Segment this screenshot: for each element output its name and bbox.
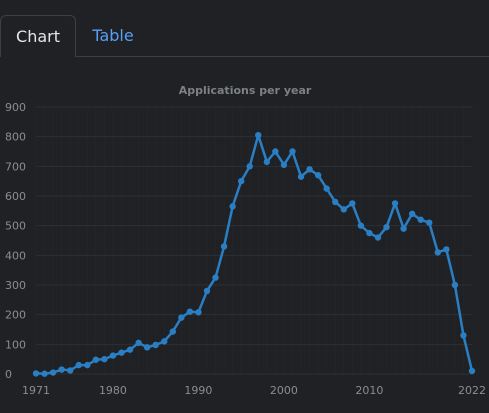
chart-panel: Applications per year 0 100 200 300 400 500 60…: [0, 57, 489, 409]
tab-table[interactable]: Table: [80, 15, 146, 57]
data-point-2022[interactable]: [469, 368, 475, 374]
data-point-1993[interactable]: [221, 243, 227, 249]
y-tick-label: 900: [5, 101, 26, 114]
data-point-2018[interactable]: [435, 249, 441, 255]
y-tick-label: 800: [5, 131, 26, 144]
y-tick-label: 200: [5, 309, 26, 322]
data-point-1985[interactable]: [152, 342, 158, 348]
series-applications: [33, 132, 475, 377]
x-tick-label: 1990: [184, 384, 212, 397]
data-point-2007[interactable]: [341, 206, 347, 212]
data-point-1979[interactable]: [101, 356, 107, 362]
data-point-2002[interactable]: [298, 174, 304, 180]
data-point-1994[interactable]: [229, 203, 235, 209]
data-point-1996[interactable]: [247, 163, 253, 169]
x-tick-label: 2000: [270, 384, 298, 397]
data-point-1984[interactable]: [144, 344, 150, 350]
data-point-1974[interactable]: [58, 366, 64, 372]
line-chart: Applications per year 0 100 200 300 400 500 60…: [0, 57, 489, 409]
tab-bar: Chart Table: [0, 0, 489, 57]
data-point-2011[interactable]: [375, 234, 381, 240]
data-point-1987[interactable]: [170, 328, 176, 334]
data-point-2019[interactable]: [443, 246, 449, 252]
data-point-1976[interactable]: [76, 362, 82, 368]
y-tick-label: 0: [5, 368, 12, 381]
x-tick-label: 1971: [22, 384, 50, 397]
x-tick-label: 2022: [458, 384, 486, 397]
data-point-1992[interactable]: [212, 274, 218, 280]
data-point-1972[interactable]: [41, 371, 47, 377]
data-point-1991[interactable]: [204, 288, 210, 294]
y-tick-label: 400: [5, 249, 26, 262]
data-point-2008[interactable]: [349, 200, 355, 206]
data-point-2006[interactable]: [332, 199, 338, 205]
y-tick-label: 600: [5, 190, 26, 203]
data-point-1971[interactable]: [33, 370, 39, 376]
data-point-2021[interactable]: [460, 332, 466, 338]
data-point-1998[interactable]: [264, 159, 270, 165]
data-point-1997[interactable]: [255, 132, 261, 138]
data-point-2020[interactable]: [452, 282, 458, 288]
data-point-1999[interactable]: [272, 148, 278, 154]
data-point-1973[interactable]: [50, 369, 56, 375]
y-tick-label: 700: [5, 160, 26, 173]
data-point-1975[interactable]: [67, 367, 73, 373]
x-axis: 1971 1980 1990 2000 2010 2022: [22, 384, 486, 397]
data-point-1986[interactable]: [161, 338, 167, 344]
chart-title: Applications per year: [179, 84, 312, 97]
y-tick-label: 300: [5, 279, 26, 292]
series-line: [36, 135, 472, 374]
data-point-2004[interactable]: [315, 172, 321, 178]
data-point-1982[interactable]: [127, 346, 133, 352]
data-point-1995[interactable]: [238, 178, 244, 184]
data-point-2003[interactable]: [306, 166, 312, 172]
tab-chart[interactable]: Chart: [0, 15, 76, 57]
data-point-1980[interactable]: [110, 352, 116, 358]
data-point-1988[interactable]: [178, 314, 184, 320]
y-axis: 0 100 200 300 400 500 600 700 800 900: [5, 101, 26, 381]
data-point-1989[interactable]: [187, 309, 193, 315]
x-tick-label: 2010: [355, 384, 383, 397]
data-point-1981[interactable]: [118, 349, 124, 355]
data-point-1977[interactable]: [84, 362, 90, 368]
data-point-2005[interactable]: [323, 185, 329, 191]
data-point-1983[interactable]: [135, 340, 141, 346]
data-point-1978[interactable]: [93, 357, 99, 363]
data-point-1990[interactable]: [195, 309, 201, 315]
data-point-2017[interactable]: [426, 220, 432, 226]
data-point-2012[interactable]: [383, 224, 389, 230]
data-point-2015[interactable]: [409, 211, 415, 217]
x-tick-label: 1980: [99, 384, 127, 397]
data-point-2016[interactable]: [418, 217, 424, 223]
y-tick-label: 100: [5, 338, 26, 351]
data-point-2010[interactable]: [366, 230, 372, 236]
data-point-2000[interactable]: [281, 162, 287, 168]
data-point-2001[interactable]: [289, 148, 295, 154]
data-point-2009[interactable]: [358, 222, 364, 228]
y-tick-label: 500: [5, 220, 26, 233]
data-point-2014[interactable]: [400, 225, 406, 231]
data-point-2013[interactable]: [392, 200, 398, 206]
